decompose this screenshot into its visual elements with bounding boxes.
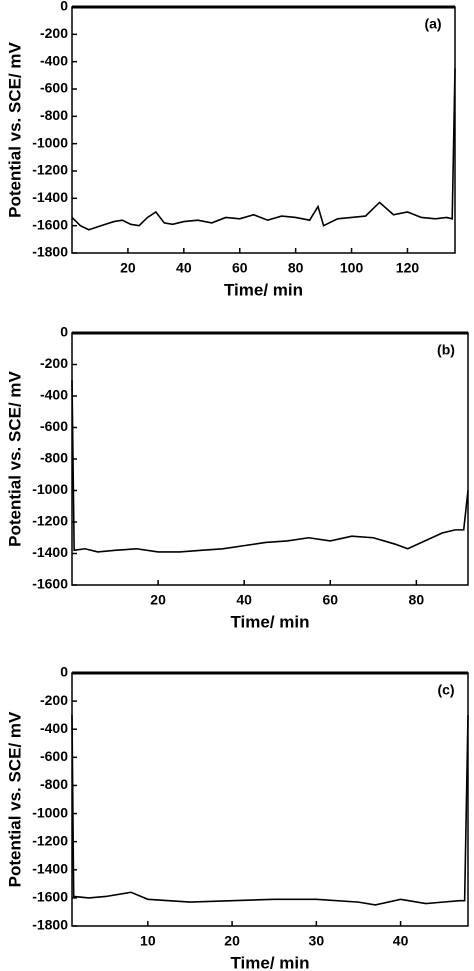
x-tick-label: 40 — [393, 933, 409, 949]
x-tick-label: 80 — [409, 592, 425, 608]
y-tick-label: -200 — [40, 25, 68, 41]
y-tick-label: -1800 — [32, 917, 68, 933]
y-tick-label: -800 — [40, 776, 68, 792]
data-line — [71, 68, 456, 231]
y-tick-label: -1200 — [32, 162, 68, 178]
panel-label: (a) — [424, 16, 441, 32]
y-tick-label: -1000 — [32, 481, 68, 497]
data-line — [71, 380, 469, 553]
y-tick-label: -200 — [40, 355, 68, 371]
panel-label: (c) — [437, 682, 454, 698]
x-tick-label: 40 — [236, 592, 252, 608]
y-tick-label: -400 — [40, 52, 68, 68]
x-tick-label: 80 — [288, 260, 304, 276]
x-tick-label: 40 — [176, 260, 192, 276]
y-tick-label: -1200 — [32, 513, 68, 529]
y-tick-label: -1000 — [32, 134, 68, 150]
y-tick-label: -1400 — [32, 189, 68, 205]
x-axis-label: Time/ min — [224, 280, 303, 299]
x-tick-label: 30 — [309, 933, 325, 949]
y-tick-label: -800 — [40, 450, 68, 466]
y-tick-label: 0 — [60, 324, 68, 340]
y-tick-label: -200 — [40, 692, 68, 708]
x-tick-label: 60 — [232, 260, 248, 276]
y-axis-label: Potential vs. SCE/ mV — [5, 711, 24, 887]
y-tick-label: -400 — [40, 720, 68, 736]
y-tick-label: -800 — [40, 107, 68, 123]
y-tick-label: -600 — [40, 418, 68, 434]
y-tick-label: -1600 — [32, 889, 68, 905]
y-tick-label: -1400 — [32, 860, 68, 876]
y-tick-label: -1200 — [32, 832, 68, 848]
plot-frame — [71, 332, 469, 586]
y-axis-label: Potential vs. SCE/ mV — [5, 41, 24, 217]
x-tick-label: 100 — [340, 260, 364, 276]
panel-label: (b) — [437, 342, 455, 358]
x-axis-label: Time/ min — [230, 612, 309, 631]
x-tick-label: 20 — [224, 933, 240, 949]
x-tick-label: 10 — [140, 933, 156, 949]
y-tick-label: -1600 — [32, 576, 68, 592]
y-tick-label: -600 — [40, 80, 68, 96]
x-tick-label: 60 — [322, 592, 338, 608]
y-tick-label: -1600 — [32, 216, 68, 232]
y-tick-label: -400 — [40, 387, 68, 403]
plot-frame — [71, 6, 456, 254]
x-tick-label: 120 — [396, 260, 420, 276]
y-tick-label: 0 — [60, 0, 68, 14]
data-line — [71, 715, 469, 906]
y-tick-label: -1800 — [32, 244, 68, 260]
y-axis-label: Potential vs. SCE/ mV — [5, 370, 24, 546]
x-tick-label: 20 — [120, 260, 136, 276]
x-tick-label: 20 — [150, 592, 166, 608]
x-axis-label: Time/ min — [230, 953, 309, 971]
y-tick-label: -1000 — [32, 804, 68, 820]
y-tick-label: -600 — [40, 748, 68, 764]
y-tick-label: 0 — [60, 664, 68, 680]
plot-frame — [71, 672, 469, 927]
y-tick-label: -1400 — [32, 544, 68, 560]
